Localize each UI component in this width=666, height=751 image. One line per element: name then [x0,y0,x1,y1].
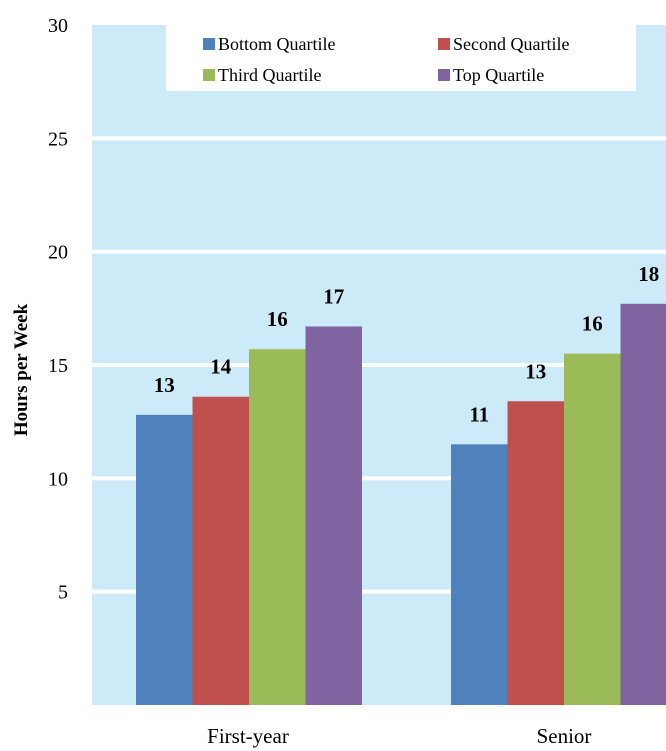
y-tick-label: 15 [48,355,68,377]
legend-label: Top Quartile [453,65,544,85]
legend-swatch [438,38,450,50]
y-tick-label: 20 [48,242,68,264]
gridline [92,249,666,254]
bar [305,326,362,705]
legend-label: Second Quartile [453,34,569,54]
bar [620,303,666,705]
bar [249,349,306,705]
bars [136,303,666,705]
y-tick-label: 25 [48,128,68,150]
gridline [92,589,666,594]
legend-label: Third Quartile [218,65,321,85]
data-label: 14 [210,355,232,379]
data-label: 16 [267,307,288,331]
gridline [92,363,666,367]
y-tick-label: 10 [48,468,68,490]
bar [564,353,621,705]
data-label: 17 [323,284,344,308]
legend-swatch [203,69,215,81]
category-label: Senior [537,724,592,748]
legend-label: Bottom Quartile [218,34,335,54]
y-tick-label: 5 [58,582,68,604]
y-tick-label: 30 [48,15,68,37]
legend-box [166,25,636,91]
bar [136,414,193,705]
legend-swatch [203,38,215,50]
legend-swatch [438,69,450,81]
data-labels: 13 14 16 17 11 13 16 18 [154,262,660,427]
bar [192,396,249,705]
gridlines [92,136,666,594]
y-axis-ticks: 5 10 15 20 25 30 [48,15,68,604]
legend: Bottom Quartile Second Quartile Third Quar… [166,25,636,91]
gridline [92,136,666,141]
data-label: 13 [525,359,546,383]
gridline [92,476,666,481]
data-label: 18 [638,262,659,286]
category-labels: First-year Senior [207,724,591,748]
y-axis-label: Hours per Week [11,303,32,436]
data-label: 13 [154,373,175,397]
data-label: 16 [582,312,603,336]
bar [507,401,564,705]
data-label: 11 [469,402,489,426]
bar [451,444,508,705]
category-label: First-year [207,724,289,748]
